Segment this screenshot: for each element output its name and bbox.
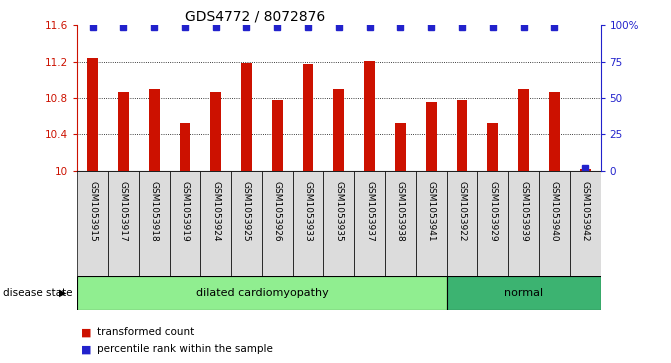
Bar xyxy=(108,171,139,276)
Bar xyxy=(426,102,437,171)
Bar xyxy=(333,89,344,171)
Bar xyxy=(364,61,375,171)
Text: GSM1053925: GSM1053925 xyxy=(242,181,251,242)
Bar xyxy=(262,171,293,276)
Bar xyxy=(139,171,170,276)
Text: disease state: disease state xyxy=(3,288,73,298)
Bar xyxy=(395,123,406,171)
Bar xyxy=(272,100,282,171)
Bar xyxy=(447,171,477,276)
Bar xyxy=(77,276,447,310)
Text: percentile rank within the sample: percentile rank within the sample xyxy=(97,344,273,354)
Bar xyxy=(549,92,560,171)
Text: GDS4772 / 8072876: GDS4772 / 8072876 xyxy=(185,9,325,23)
Bar xyxy=(201,171,231,276)
Text: ■: ■ xyxy=(81,344,91,354)
Bar xyxy=(539,171,570,276)
Bar xyxy=(354,171,385,276)
Bar xyxy=(416,171,447,276)
Text: GSM1053919: GSM1053919 xyxy=(180,181,189,242)
Bar xyxy=(456,100,468,171)
Bar xyxy=(508,171,539,276)
Bar xyxy=(180,123,191,171)
Text: GSM1053922: GSM1053922 xyxy=(458,181,466,242)
Text: ▶: ▶ xyxy=(59,288,66,298)
Text: GSM1053942: GSM1053942 xyxy=(580,181,590,242)
Text: GSM1053917: GSM1053917 xyxy=(119,181,128,242)
Text: GSM1053935: GSM1053935 xyxy=(334,181,344,242)
Bar xyxy=(87,58,98,171)
Text: GSM1053929: GSM1053929 xyxy=(488,181,497,242)
Bar xyxy=(77,171,108,276)
Bar xyxy=(580,169,590,171)
Bar xyxy=(149,89,160,171)
Text: GSM1053938: GSM1053938 xyxy=(396,181,405,242)
Bar xyxy=(293,171,323,276)
Text: dilated cardiomyopathy: dilated cardiomyopathy xyxy=(195,288,328,298)
Text: GSM1053939: GSM1053939 xyxy=(519,181,528,242)
Text: transformed count: transformed count xyxy=(97,327,195,337)
Text: GSM1053924: GSM1053924 xyxy=(211,181,220,242)
Bar xyxy=(303,64,313,171)
Text: GSM1053933: GSM1053933 xyxy=(303,181,313,242)
Text: GSM1053940: GSM1053940 xyxy=(550,181,559,242)
Bar xyxy=(231,171,262,276)
Bar xyxy=(385,171,416,276)
Text: GSM1053918: GSM1053918 xyxy=(150,181,158,242)
Text: GSM1053915: GSM1053915 xyxy=(88,181,97,242)
Bar xyxy=(447,276,601,310)
Bar xyxy=(118,92,129,171)
Bar xyxy=(170,171,201,276)
Bar xyxy=(241,62,252,171)
Text: GSM1053926: GSM1053926 xyxy=(273,181,282,242)
Text: ■: ■ xyxy=(81,327,91,337)
Text: GSM1053941: GSM1053941 xyxy=(427,181,435,242)
Bar xyxy=(487,123,498,171)
Bar xyxy=(518,89,529,171)
Bar xyxy=(323,171,354,276)
Text: GSM1053937: GSM1053937 xyxy=(365,181,374,242)
Text: normal: normal xyxy=(504,288,543,298)
Bar xyxy=(570,171,601,276)
Bar xyxy=(210,92,221,171)
Bar xyxy=(477,171,508,276)
